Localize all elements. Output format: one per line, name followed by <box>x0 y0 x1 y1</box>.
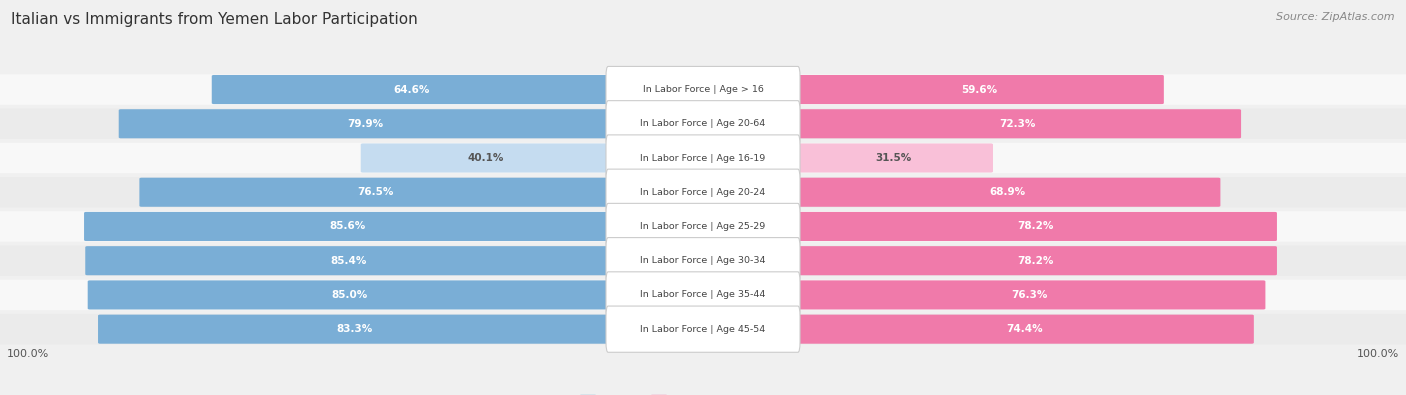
Text: In Labor Force | Age 25-29: In Labor Force | Age 25-29 <box>640 222 766 231</box>
Text: 74.4%: 74.4% <box>1005 324 1042 334</box>
FancyBboxPatch shape <box>0 245 1406 276</box>
Text: In Labor Force | Age 35-44: In Labor Force | Age 35-44 <box>640 290 766 299</box>
FancyBboxPatch shape <box>0 74 1406 105</box>
Text: 68.9%: 68.9% <box>990 187 1025 197</box>
Text: In Labor Force | Age 30-34: In Labor Force | Age 30-34 <box>640 256 766 265</box>
FancyBboxPatch shape <box>794 178 1220 207</box>
FancyBboxPatch shape <box>794 143 993 173</box>
FancyBboxPatch shape <box>87 280 612 310</box>
Text: In Labor Force | Age 45-54: In Labor Force | Age 45-54 <box>640 325 766 334</box>
Text: 100.0%: 100.0% <box>7 349 49 359</box>
Text: 59.6%: 59.6% <box>962 85 997 94</box>
Text: 78.2%: 78.2% <box>1018 222 1054 231</box>
Text: 85.4%: 85.4% <box>330 256 367 266</box>
Text: 78.2%: 78.2% <box>1018 256 1054 266</box>
FancyBboxPatch shape <box>361 143 612 173</box>
Text: 64.6%: 64.6% <box>394 85 430 94</box>
Text: 83.3%: 83.3% <box>336 324 373 334</box>
FancyBboxPatch shape <box>606 272 800 318</box>
Legend: Italian, Immigrants from Yemen: Italian, Immigrants from Yemen <box>575 389 831 395</box>
Text: 40.1%: 40.1% <box>468 153 505 163</box>
FancyBboxPatch shape <box>139 178 612 207</box>
FancyBboxPatch shape <box>606 66 800 113</box>
Text: 76.3%: 76.3% <box>1012 290 1047 300</box>
FancyBboxPatch shape <box>794 246 1277 275</box>
Text: 31.5%: 31.5% <box>876 153 912 163</box>
FancyBboxPatch shape <box>606 238 800 284</box>
Text: Italian vs Immigrants from Yemen Labor Participation: Italian vs Immigrants from Yemen Labor P… <box>11 12 418 27</box>
FancyBboxPatch shape <box>0 211 1406 242</box>
Text: 72.3%: 72.3% <box>1000 119 1036 129</box>
FancyBboxPatch shape <box>0 109 1406 139</box>
FancyBboxPatch shape <box>794 314 1254 344</box>
FancyBboxPatch shape <box>606 306 800 352</box>
Text: 76.5%: 76.5% <box>357 187 394 197</box>
FancyBboxPatch shape <box>0 177 1406 207</box>
FancyBboxPatch shape <box>98 314 612 344</box>
Text: 85.0%: 85.0% <box>332 290 368 300</box>
Text: In Labor Force | Age > 16: In Labor Force | Age > 16 <box>643 85 763 94</box>
FancyBboxPatch shape <box>794 109 1241 138</box>
FancyBboxPatch shape <box>212 75 612 104</box>
FancyBboxPatch shape <box>606 169 800 215</box>
FancyBboxPatch shape <box>84 212 612 241</box>
Text: In Labor Force | Age 16-19: In Labor Force | Age 16-19 <box>640 154 766 162</box>
FancyBboxPatch shape <box>606 101 800 147</box>
FancyBboxPatch shape <box>118 109 612 138</box>
FancyBboxPatch shape <box>0 280 1406 310</box>
Text: 79.9%: 79.9% <box>347 119 384 129</box>
Text: In Labor Force | Age 20-64: In Labor Force | Age 20-64 <box>640 119 766 128</box>
FancyBboxPatch shape <box>86 246 612 275</box>
FancyBboxPatch shape <box>794 280 1265 310</box>
FancyBboxPatch shape <box>0 143 1406 173</box>
Text: 85.6%: 85.6% <box>329 222 366 231</box>
Text: 100.0%: 100.0% <box>1357 349 1399 359</box>
Text: In Labor Force | Age 20-24: In Labor Force | Age 20-24 <box>640 188 766 197</box>
FancyBboxPatch shape <box>794 212 1277 241</box>
FancyBboxPatch shape <box>606 135 800 181</box>
Text: Source: ZipAtlas.com: Source: ZipAtlas.com <box>1277 12 1395 22</box>
FancyBboxPatch shape <box>0 314 1406 344</box>
FancyBboxPatch shape <box>794 75 1164 104</box>
FancyBboxPatch shape <box>606 203 800 250</box>
